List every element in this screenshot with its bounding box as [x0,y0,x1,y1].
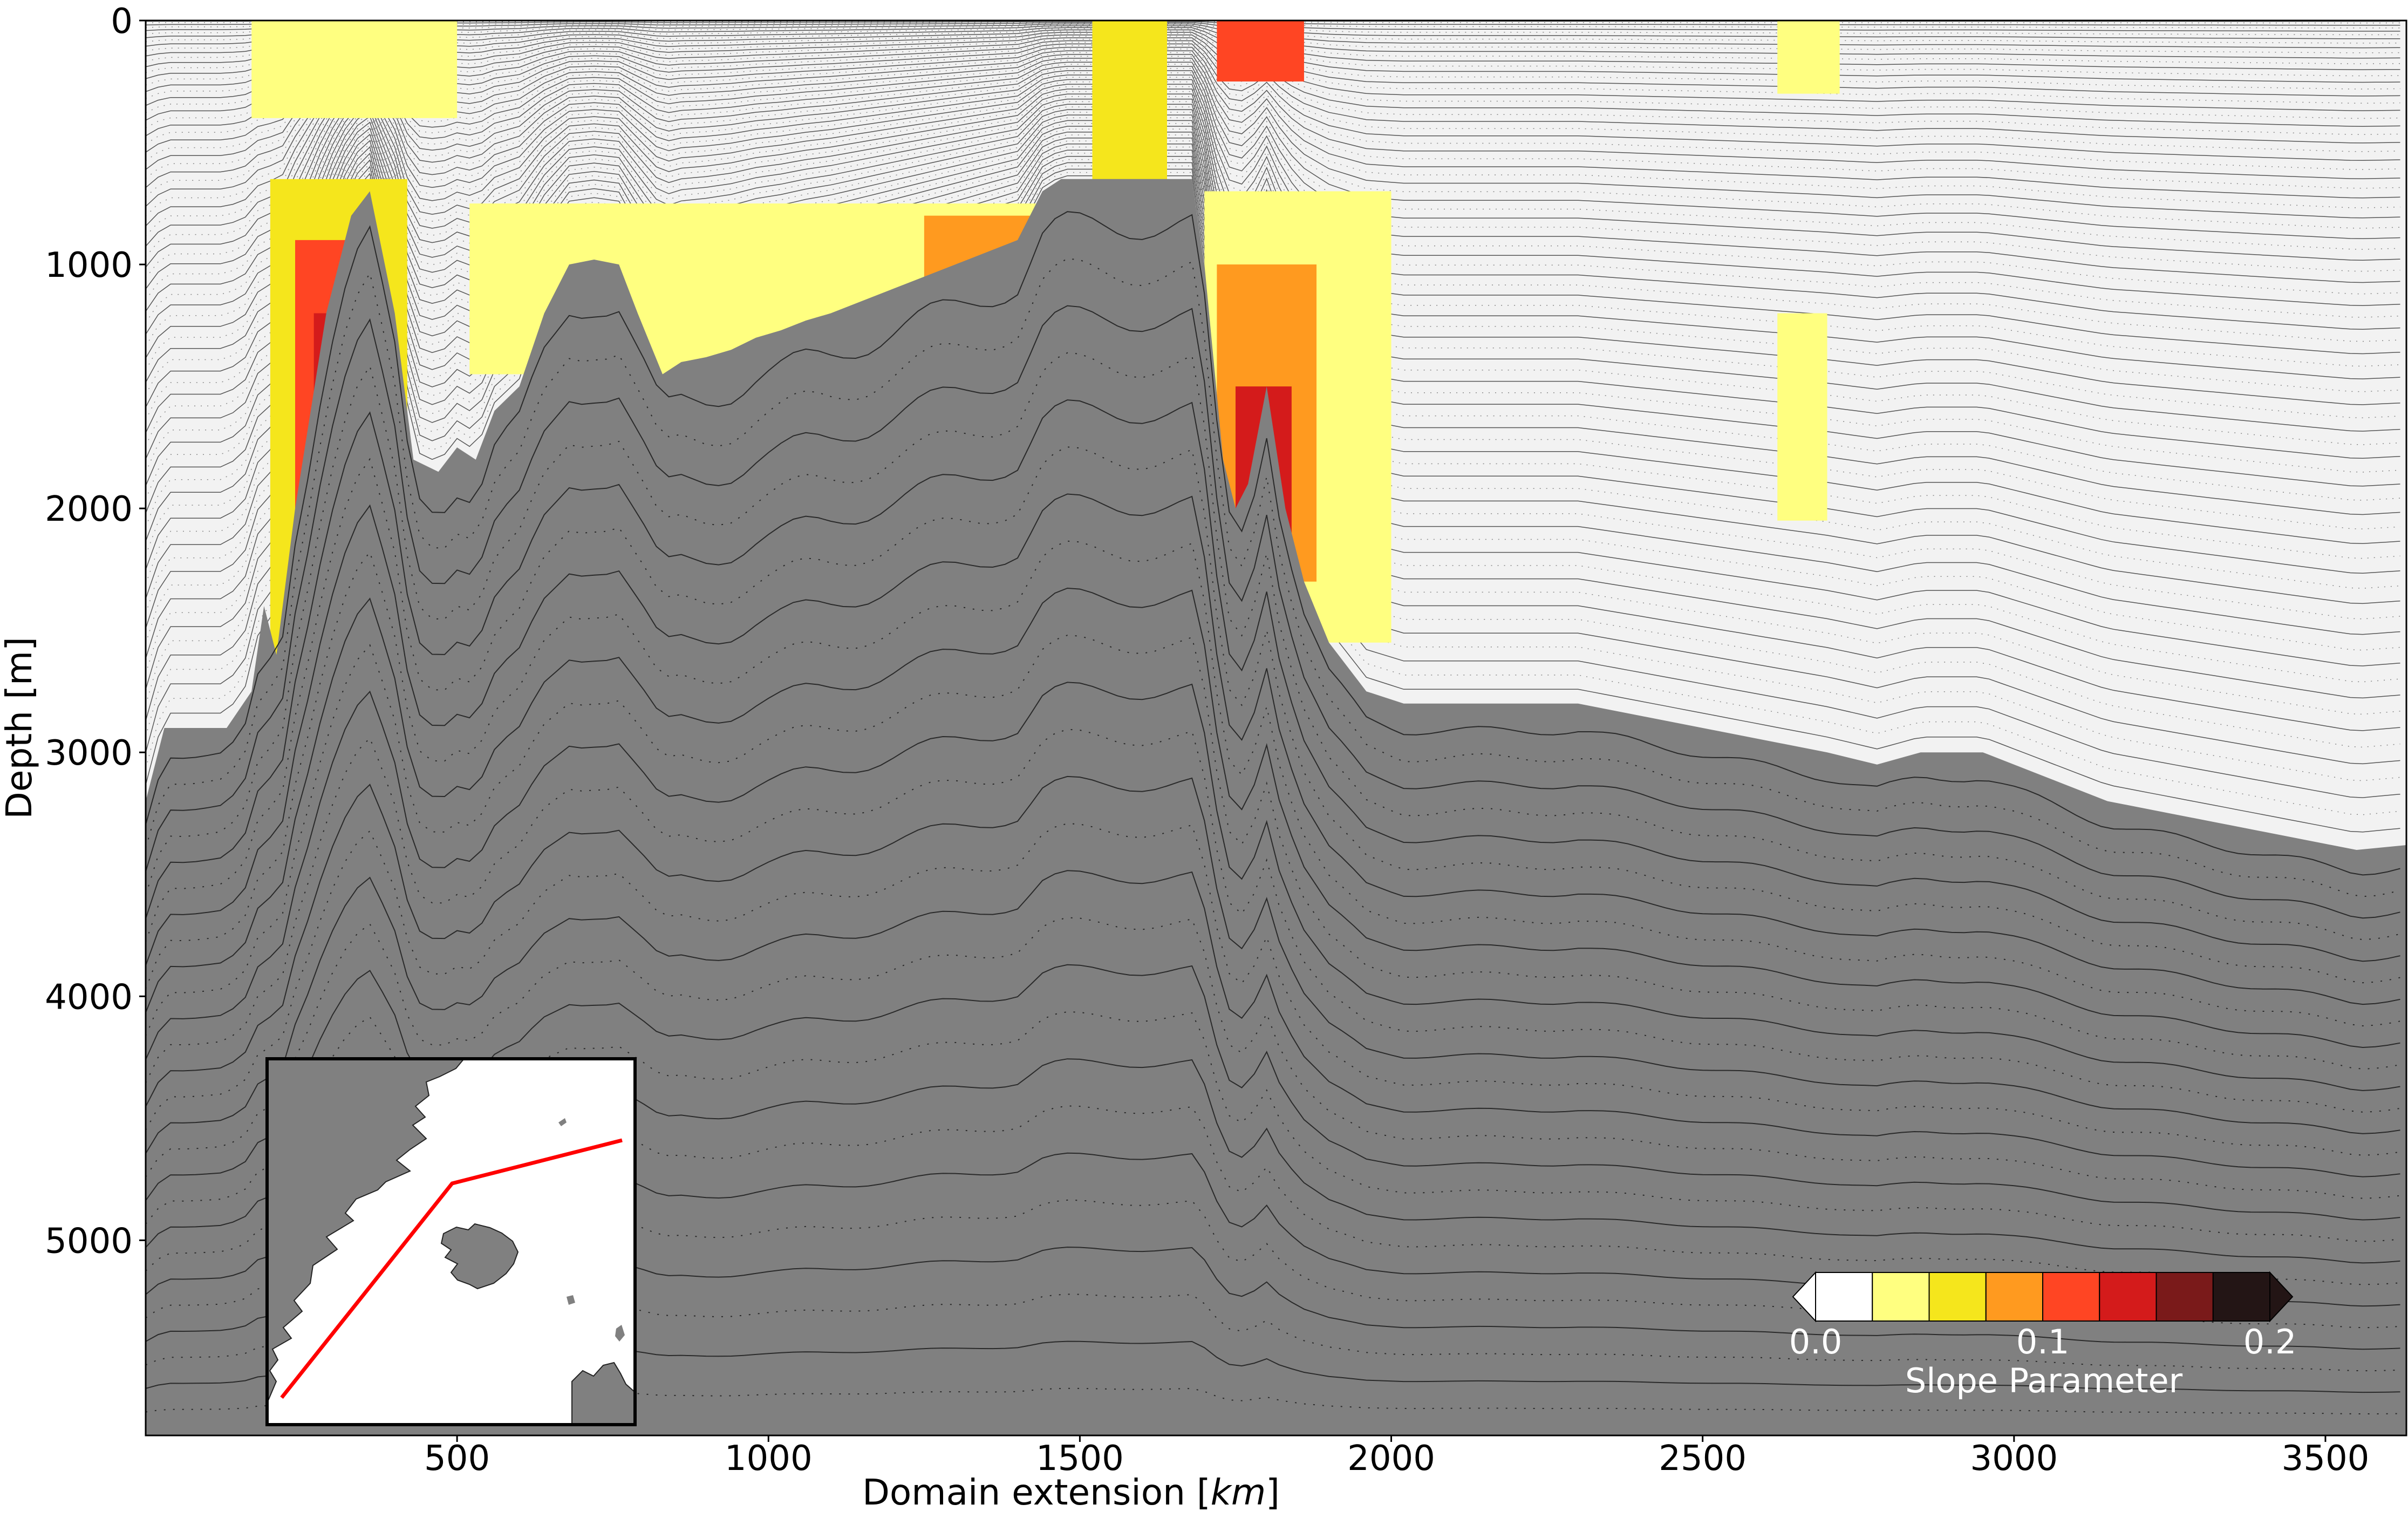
model-level-line [146,74,2400,306]
seabed-level-line [146,446,2400,984]
seabed-level-line [146,917,2400,1199]
slope-region [1217,21,1304,82]
shetland-islands [615,1325,625,1342]
y-tick-label: 3000 [45,733,133,773]
seabed-level-line [146,823,2400,1156]
colorbar-segment [2042,1272,2100,1322]
colorbar-segment [2212,1272,2270,1322]
y-tick-label: 0 [111,2,133,42]
model-level-line [146,70,2400,283]
x-axis-label: Domain extension [km] [862,1472,1280,1513]
colorbar-tick-label: 0.2 [2243,1322,2297,1362]
seabed-level-line [146,258,2400,897]
y-tick-label: 2000 [45,489,133,529]
model-level-line [146,72,2400,295]
model-level-line [146,79,2400,330]
faroe-islands [567,1295,575,1305]
plot-frame [145,19,2407,1437]
seabed-level-line [146,493,2400,1005]
inset-map-frame [265,1057,637,1426]
colorbar-segment [2155,1272,2214,1322]
model-level-line [146,56,2400,208]
model-level-line [146,58,2400,219]
x-tick-label: 3000 [1970,1439,2058,1479]
scotland-landmass [571,1362,635,1425]
section-line [280,1138,623,1399]
model-level-line [146,66,2400,261]
seabed-level-line [146,211,2400,876]
y-tick-label: 4000 [45,977,133,1017]
model-level-line [146,91,2400,392]
y-axis: 0 1000 2000 3000 4000 5000 [45,2,146,1261]
model-level-line [146,59,2400,229]
seabed-level-line [146,399,2400,962]
colorbar-segments [1792,1271,2294,1323]
x-tick-label: 1000 [725,1439,813,1479]
colorbar-tick-label: 0.1 [2016,1322,2070,1362]
x-tick-label: 2500 [1659,1439,1747,1479]
y-tick-label: 1000 [45,246,133,285]
model-level-line [146,52,2400,189]
colorbar-segment [1815,1272,1873,1322]
colorbar-segment [1928,1272,1987,1322]
model-level-line [146,33,2400,90]
x-tick-label: 1500 [1036,1439,1124,1479]
model-level-line [146,54,2400,199]
slope-region [1777,313,1827,521]
jan-mayen-island [558,1118,567,1126]
seabed-level-line [146,305,2400,919]
model-level-line [146,62,2400,240]
inset-map [265,1057,637,1426]
seabed-level-line [146,682,2400,1091]
x-axis: 500 1000 1500 2000 2500 3000 3500 [424,1435,2369,1479]
colorbar-label: Slope Parameter [1905,1361,2183,1400]
seabed-level-line [146,964,2400,1221]
model-level-line [146,50,2400,180]
seabed-level-line [146,775,2400,1134]
colorbar: 0.0 0.1 0.2 Slope Parameter [1789,1271,2297,1400]
model-level-line [146,84,2400,355]
colorbar-segment [1872,1272,1930,1322]
x-tick-label: 3500 [2282,1439,2370,1479]
model-level-line [146,46,2400,161]
model-level-line [146,45,2400,152]
x-tick-label: 2000 [1347,1439,1435,1479]
seabed-level-line [146,1199,2400,1329]
iceland-island [440,1223,519,1290]
model-level-line [146,64,2400,250]
slope-region [1777,21,1840,94]
colorbar-tick-label: 0.0 [1789,1322,1843,1362]
y-tick-label: 5000 [45,1221,133,1261]
colorbar-ticks: 0.0 0.1 0.2 [1789,1322,2297,1362]
bathymetry-fill [146,179,2406,1435]
colorbar-segment [2099,1272,2157,1322]
x-tick-label: 500 [424,1439,490,1479]
slope-region [251,21,458,118]
model-level-line [146,86,2400,367]
seabed-level-line [146,352,2400,941]
seabed-level-line [146,870,2400,1177]
seabed-level-line [146,587,2400,1049]
slope-region [1092,21,1168,192]
model-level-line [146,23,2400,36]
model-level-line [146,77,2400,318]
model-level-line [146,36,2400,104]
greenland-landmass [267,1059,465,1404]
colorbar-segment [1985,1272,2043,1322]
model-level-line [146,96,2400,419]
y-axis-label: Depth [m] [0,637,40,819]
